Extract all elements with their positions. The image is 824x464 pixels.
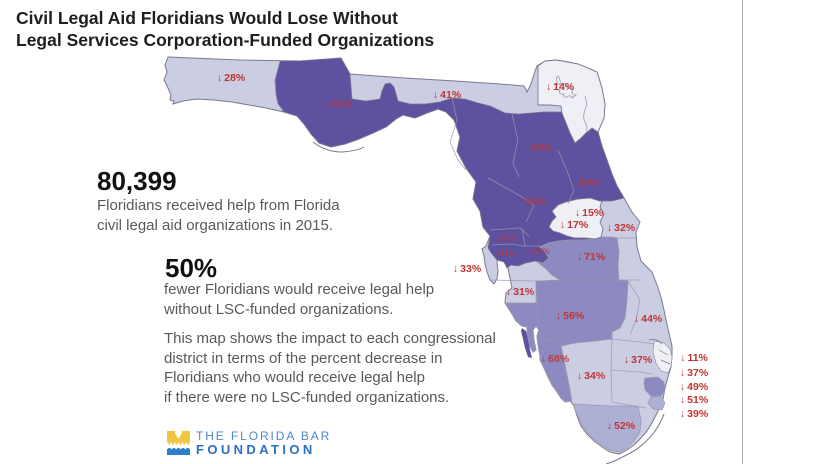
svg-text:↓ 15%: ↓ 15% xyxy=(575,207,604,219)
svg-text:↓ 41%: ↓ 41% xyxy=(494,249,516,258)
svg-text:↓ 41%: ↓ 41% xyxy=(433,89,462,101)
svg-text:↓ 28%: ↓ 28% xyxy=(217,72,246,84)
svg-text:↓ 32%: ↓ 32% xyxy=(607,222,636,234)
svg-text:↓ 31%: ↓ 31% xyxy=(506,286,535,298)
svg-text:↓ 49%: ↓ 49% xyxy=(528,247,550,256)
svg-text:↓ 51%: ↓ 51% xyxy=(680,394,709,406)
svg-text:↓ 56%: ↓ 56% xyxy=(556,310,585,322)
svg-text:↓ 39%: ↓ 39% xyxy=(680,408,709,420)
svg-text:↓ 52%: ↓ 52% xyxy=(607,420,636,432)
svg-text:↓ 49%: ↓ 49% xyxy=(680,381,709,393)
svg-text:↓ 68%: ↓ 68% xyxy=(541,353,570,365)
svg-text:↓ 46%: ↓ 46% xyxy=(324,98,353,110)
svg-text:↓ 37%: ↓ 37% xyxy=(680,367,709,379)
svg-text:↓ 14%: ↓ 14% xyxy=(546,81,575,93)
svg-text:↓ 59%: ↓ 59% xyxy=(523,142,552,154)
svg-text:↓ 44%: ↓ 44% xyxy=(634,313,663,325)
svg-text:↓ 54%: ↓ 54% xyxy=(517,196,546,208)
svg-text:↓ 17%: ↓ 17% xyxy=(560,219,589,231)
svg-text:↓ 11%: ↓ 11% xyxy=(680,352,708,364)
svg-text:↓ 34%: ↓ 34% xyxy=(577,370,606,382)
svg-text:↓ 33%: ↓ 33% xyxy=(453,263,482,275)
svg-text:↓ 71%: ↓ 71% xyxy=(577,251,606,263)
svg-text:↓ 37%: ↓ 37% xyxy=(624,354,653,366)
svg-text:↓ 83%: ↓ 83% xyxy=(496,234,518,243)
svg-text:↓ 60%: ↓ 60% xyxy=(571,177,600,189)
